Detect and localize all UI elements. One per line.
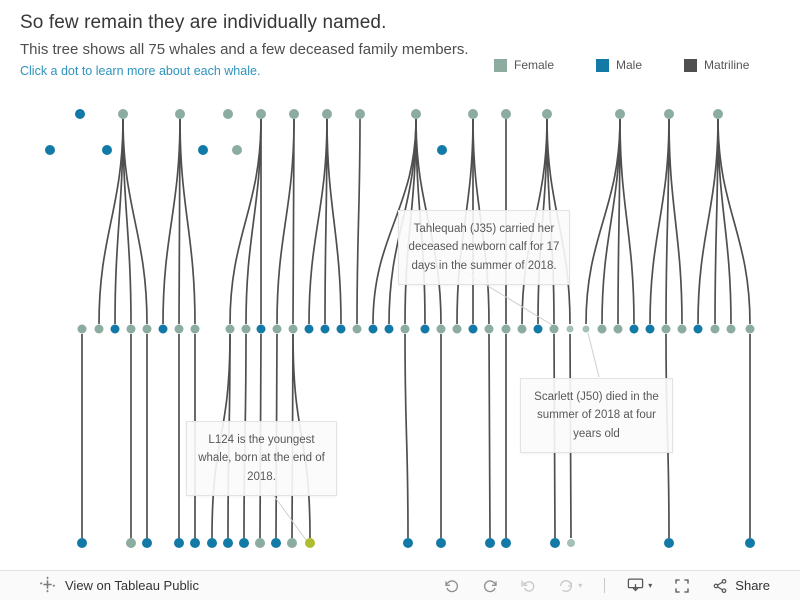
redo-button[interactable] [482, 576, 498, 596]
legend-item-matriline[interactable]: Matriline [684, 58, 749, 72]
toolbar: View on Tableau Public [0, 570, 800, 600]
tableau-logo-icon [39, 576, 56, 596]
legend-label: Matriline [704, 58, 750, 72]
share-label: Share [735, 578, 770, 593]
header: So few remain they are individually name… [20, 12, 469, 80]
replay-caret-icon: ▾ [578, 581, 583, 590]
download-caret-icon: ▾ [648, 581, 653, 590]
page-title: So few remain they are individually name… [20, 12, 387, 33]
toolbar-divider [604, 578, 606, 593]
fullscreen-icon [674, 578, 690, 594]
redo-icon [482, 578, 498, 594]
undo-icon [444, 578, 460, 594]
reset-icon [520, 578, 536, 594]
toolbar-buttons: ▾ ▾ [422, 576, 770, 596]
female-swatch [494, 58, 507, 72]
legend-item-male[interactable]: Male [596, 58, 642, 72]
fullscreen-button[interactable] [674, 576, 690, 596]
male-swatch [596, 58, 610, 72]
legend-label: Female [514, 58, 555, 72]
share-button[interactable]: Share [712, 576, 770, 596]
legend: Female Male Matriline [494, 58, 749, 72]
legend-item-female[interactable]: Female [494, 58, 554, 72]
legend-label: Male [616, 58, 643, 72]
subtitle: This tree shows all 75 whales and a few … [20, 41, 469, 58]
matriline-swatch [684, 58, 698, 72]
family-tree-chart[interactable] [0, 0, 800, 570]
download-button[interactable]: ▾ [627, 576, 652, 596]
annotation-tahlequah: Tahlequah (J35) carried her deceased new… [398, 210, 570, 286]
view-on-tableau-link[interactable]: View on Tableau Public [30, 576, 199, 596]
replay-icon [558, 578, 574, 594]
reset-button[interactable] [520, 576, 536, 596]
view-on-tableau-label: View on Tableau Public [65, 578, 199, 593]
replay-button[interactable]: ▾ [558, 576, 582, 596]
undo-button[interactable] [444, 576, 460, 596]
download-icon [627, 577, 644, 594]
instruction-link[interactable]: Click a dot to learn more about each wha… [20, 64, 261, 78]
annotation-scarlett: Scarlett (J50) died in the summer of 201… [520, 378, 673, 454]
share-icon [712, 578, 728, 594]
annotation-l124: L124 is the youngest whale, born at the … [186, 421, 337, 497]
